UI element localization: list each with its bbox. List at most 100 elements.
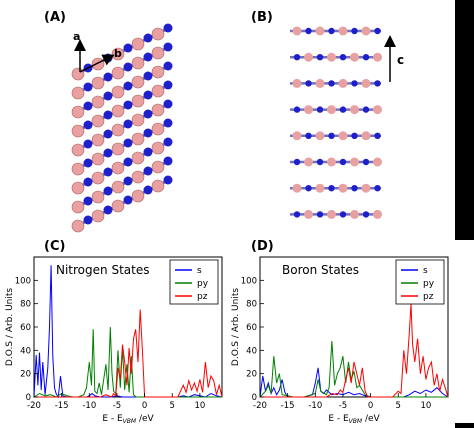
x-axis-label: E - EVBM /eV: [328, 414, 380, 425]
nitrogen-atom: [143, 71, 153, 81]
boron-atom: [111, 123, 125, 137]
boron-atom: [111, 199, 125, 213]
boron-atom: [361, 26, 371, 36]
boron-atom: [71, 67, 85, 81]
nitrogen-atom: [103, 110, 113, 120]
nitrogen-atom: [163, 156, 173, 166]
nitrogen-atom: [339, 211, 347, 218]
nitrogen-atom: [143, 185, 153, 195]
legend-label-pz: pz: [423, 292, 434, 302]
boron-atom: [111, 142, 125, 156]
nitrogen-atom: [362, 158, 370, 166]
nitrogen-atom: [374, 80, 381, 87]
boron-atom: [131, 189, 145, 203]
nitrogen-atom: [163, 80, 173, 90]
axis-c-label: c: [397, 53, 404, 67]
boron-atom: [71, 162, 85, 176]
nitrogen-atom: [83, 196, 93, 206]
boron-atom: [151, 141, 165, 155]
nitrogen-atom: [83, 101, 93, 111]
nitrogen-atom: [328, 27, 335, 35]
boron-atom: [151, 27, 165, 41]
nitrogen-atom: [362, 54, 370, 61]
panel-label-d: (D): [251, 239, 274, 254]
nitrogen-atom: [123, 43, 133, 53]
nitrogen-atom: [362, 211, 370, 218]
axis-a-label: a: [73, 30, 80, 43]
nitrogen-atom: [163, 42, 173, 52]
boron-atom: [350, 105, 359, 115]
nitrogen-atom: [123, 157, 133, 167]
boron-atom: [131, 94, 145, 108]
nitrogen-atom: [316, 54, 324, 61]
nitrogen-atom: [143, 109, 153, 119]
chart-title: Boron States: [282, 263, 359, 277]
boron-atom: [315, 183, 325, 193]
boron-atom: [304, 157, 313, 167]
nitrogen-atom: [143, 147, 153, 157]
nitrogen-atom: [163, 61, 173, 71]
boron-atom: [151, 122, 165, 136]
legend-label-py: py: [423, 279, 435, 289]
nitrogen-atom: [305, 132, 312, 139]
boron-atom: [338, 26, 348, 36]
boron-atom: [111, 161, 125, 175]
nitrogen-atom: [316, 106, 324, 113]
boron-atom: [91, 95, 105, 109]
series-line-s: [33, 265, 223, 399]
boron-atom: [71, 124, 85, 138]
nitrogen-atom: [293, 106, 301, 113]
y-axis-label: D.O.S / Arb. Units: [231, 288, 241, 366]
y-tick-label: 100: [241, 276, 257, 286]
nitrogen-atom: [123, 100, 133, 110]
boron-atom: [304, 209, 313, 219]
series-line-pz: [34, 309, 223, 398]
nitrogen-atom: [103, 186, 113, 196]
nitrogen-atom: [103, 72, 113, 82]
nitrogen-atom: [83, 215, 93, 225]
x-tick-label: -20: [253, 401, 267, 411]
x-tick-label: 10: [194, 401, 205, 411]
nitrogen-atom: [305, 27, 312, 35]
x-tick-label: -15: [281, 401, 295, 411]
boron-atom: [292, 183, 302, 193]
boron-atom: [91, 76, 105, 90]
nitrogen-atom: [351, 132, 358, 139]
boron-atom: [361, 183, 371, 193]
boron-atom: [91, 57, 105, 71]
series-line-py: [33, 326, 222, 398]
legend-box: [169, 259, 219, 305]
boron-atom: [91, 171, 105, 185]
boron-atom: [327, 209, 336, 219]
boron-atom: [338, 131, 348, 141]
y-tick-label: 40: [246, 346, 257, 356]
boron-atom: [71, 86, 85, 100]
nitrogen-atom: [163, 118, 173, 128]
nitrogen-atom: [143, 90, 153, 100]
nitrogen-atom: [143, 128, 153, 138]
legend-box: [395, 259, 445, 305]
boron-atom: [131, 170, 145, 184]
boron-atom: [350, 52, 359, 62]
y-tick-label: 0: [26, 393, 31, 403]
x-tick-label: 10: [420, 401, 431, 411]
boron-atom: [71, 219, 85, 233]
nitrogen-atom: [163, 137, 173, 147]
x-tick-label: -15: [55, 401, 69, 411]
nitrogen-atom: [163, 99, 173, 109]
boron-atom: [131, 132, 145, 146]
boron-atom: [151, 160, 165, 174]
series-line-pz: [260, 303, 449, 398]
chart-title: Nitrogen States: [56, 263, 149, 277]
nitrogen-atom: [293, 158, 301, 166]
axis-b-arrow: [79, 54, 115, 73]
nitrogen-atom: [123, 138, 133, 148]
nitrogen-atom: [328, 185, 335, 192]
nitrogen-atom: [123, 119, 133, 129]
nitrogen-atom: [374, 27, 381, 35]
boron-atom: [91, 152, 105, 166]
boron-atom: [111, 104, 125, 118]
nitrogen-atom: [103, 91, 113, 101]
